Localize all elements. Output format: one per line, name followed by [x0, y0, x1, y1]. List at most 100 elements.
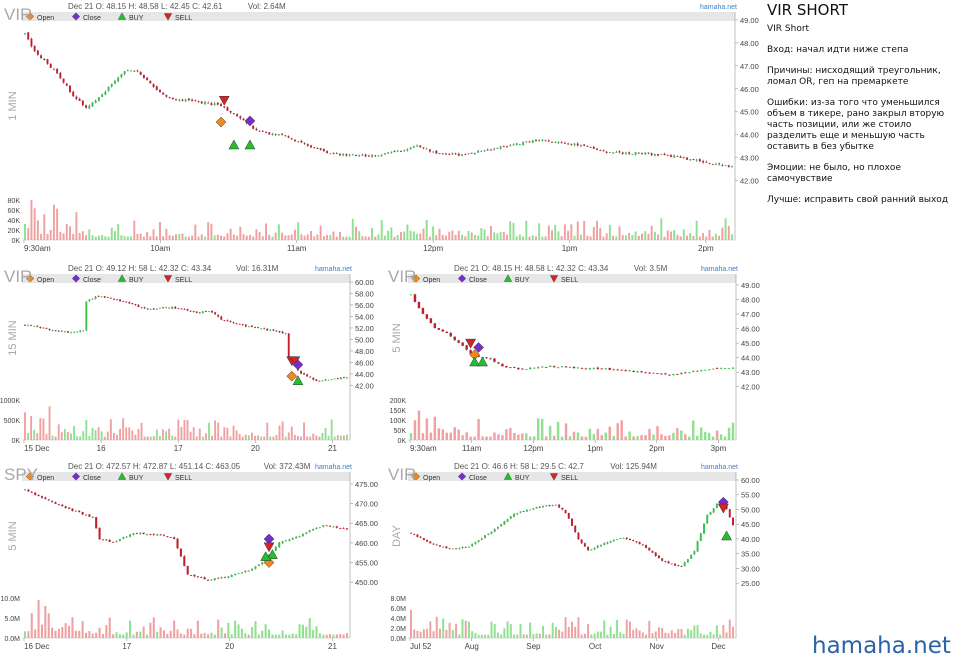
candle-up: [130, 70, 133, 72]
candle-down: [667, 561, 670, 564]
candle-up: [129, 534, 132, 537]
volume-bar: [690, 630, 693, 638]
candle-down: [621, 152, 624, 154]
notes-entry: Вход: начал идти ниже степа: [767, 45, 909, 55]
candle-down: [30, 38, 33, 47]
volume-bar: [715, 625, 718, 638]
interval-watermark: 15 MIN: [7, 320, 19, 356]
candle-down: [464, 546, 467, 548]
symbol-watermark: VIR: [4, 5, 32, 24]
candle-up: [588, 368, 592, 370]
candle-down: [135, 533, 138, 534]
candle-down: [429, 318, 433, 324]
volume-bar: [315, 435, 318, 440]
volume-bar: [162, 236, 165, 240]
volume-bar: [40, 233, 43, 240]
candle-down: [220, 316, 223, 320]
candle-down: [721, 164, 724, 166]
volume-bar: [419, 233, 422, 240]
volume-bar: [587, 624, 590, 638]
candle-down: [455, 548, 458, 550]
candle-down: [650, 153, 653, 156]
volume-bar: [125, 632, 128, 638]
chart-vir-1min[interactable]: Open Close BUY SELL Dec 21 O: 48.15 H: 48.58…: [0, 0, 765, 252]
candle-down: [732, 517, 734, 526]
volume-bar: [180, 427, 183, 440]
volume-bar: [97, 235, 100, 240]
candle-up: [416, 145, 419, 147]
volume-bar: [335, 236, 338, 240]
volume-bar: [159, 221, 161, 240]
volume-bar: [693, 625, 696, 638]
volume-bar: [703, 431, 707, 440]
chart-spy-5min[interactable]: Open Close BUY SELL Dec 21 O: 472.57 H: 472.…: [0, 460, 382, 660]
volume-bar: [674, 633, 677, 638]
volume-bar: [556, 421, 560, 440]
candle-down: [620, 369, 623, 371]
candle-down: [461, 342, 464, 346]
volume-bar: [284, 436, 287, 440]
chart-vir-15min[interactable]: Open Close BUY SELL Dec 21 O: 49.12 H: 58 L:…: [0, 262, 382, 454]
price-tick-label: 50.00: [741, 505, 760, 514]
legend-sell-label: SELL: [175, 277, 192, 284]
chart-vir-5min[interactable]: Open Close BUY SELL Dec 21 O: 48.15 H: 48.58…: [384, 262, 768, 454]
volume-bar: [618, 226, 621, 240]
volume-readout: Vol: 125.94M: [610, 462, 657, 471]
volume-bar: [305, 626, 308, 638]
orange-diamond-icon: [25, 274, 35, 283]
candle-up: [606, 542, 609, 544]
time-tick-label: 21: [328, 444, 337, 453]
candle-down: [419, 145, 422, 148]
volume-bar: [234, 620, 237, 638]
volume-bar: [75, 212, 78, 240]
candle-up: [509, 145, 512, 147]
volume-bar: [657, 627, 660, 638]
symbol-watermark: VIR: [4, 267, 32, 286]
candle-up: [727, 368, 731, 370]
volume-bar: [445, 432, 448, 440]
candle-up: [390, 151, 393, 153]
volume-tick-label: 150K: [390, 408, 407, 415]
candle-down: [718, 163, 721, 165]
candle-up: [171, 306, 174, 309]
price-tick-label: 46.00: [740, 85, 759, 94]
candle-up: [599, 544, 602, 547]
candle-up: [712, 508, 715, 513]
volume-bar: [125, 427, 128, 440]
volume-bar: [731, 422, 735, 440]
candle-down: [708, 162, 711, 164]
candle-up: [653, 154, 656, 156]
volume-bar: [284, 634, 288, 638]
volume-bar: [319, 225, 322, 240]
volume-bar: [119, 428, 122, 440]
volume-bar: [634, 231, 637, 240]
volume-bar: [605, 233, 608, 240]
candle-down: [332, 152, 335, 154]
candle-up: [85, 301, 88, 331]
candle-down: [166, 536, 169, 538]
volume-bar: [696, 625, 699, 638]
volume-bar: [525, 634, 528, 638]
chart-vir-day[interactable]: Open Close BUY SELL Dec 21 O: 46.6 H: 58 L: …: [384, 460, 768, 660]
volume-bar: [416, 630, 419, 638]
candle-up: [473, 152, 476, 155]
volume-bar: [640, 435, 643, 440]
volume-bar: [254, 621, 257, 638]
candle-up: [557, 141, 560, 143]
candle-up: [257, 564, 260, 566]
volume-bar: [204, 433, 207, 440]
candle-up: [660, 153, 663, 155]
volume-bar: [438, 228, 441, 240]
volume-bar: [650, 225, 653, 240]
candle-down: [501, 363, 504, 367]
candle-up: [380, 154, 383, 156]
volume-bar: [467, 621, 470, 638]
brand-logo[interactable]: hamaha.net: [812, 633, 951, 659]
volume-bar: [586, 235, 589, 240]
candle-down: [445, 546, 448, 549]
candle-down: [57, 330, 60, 332]
candle-down: [192, 311, 195, 313]
volume-bar: [641, 233, 643, 240]
volume-bar: [324, 427, 327, 440]
volume-bar: [297, 222, 300, 240]
